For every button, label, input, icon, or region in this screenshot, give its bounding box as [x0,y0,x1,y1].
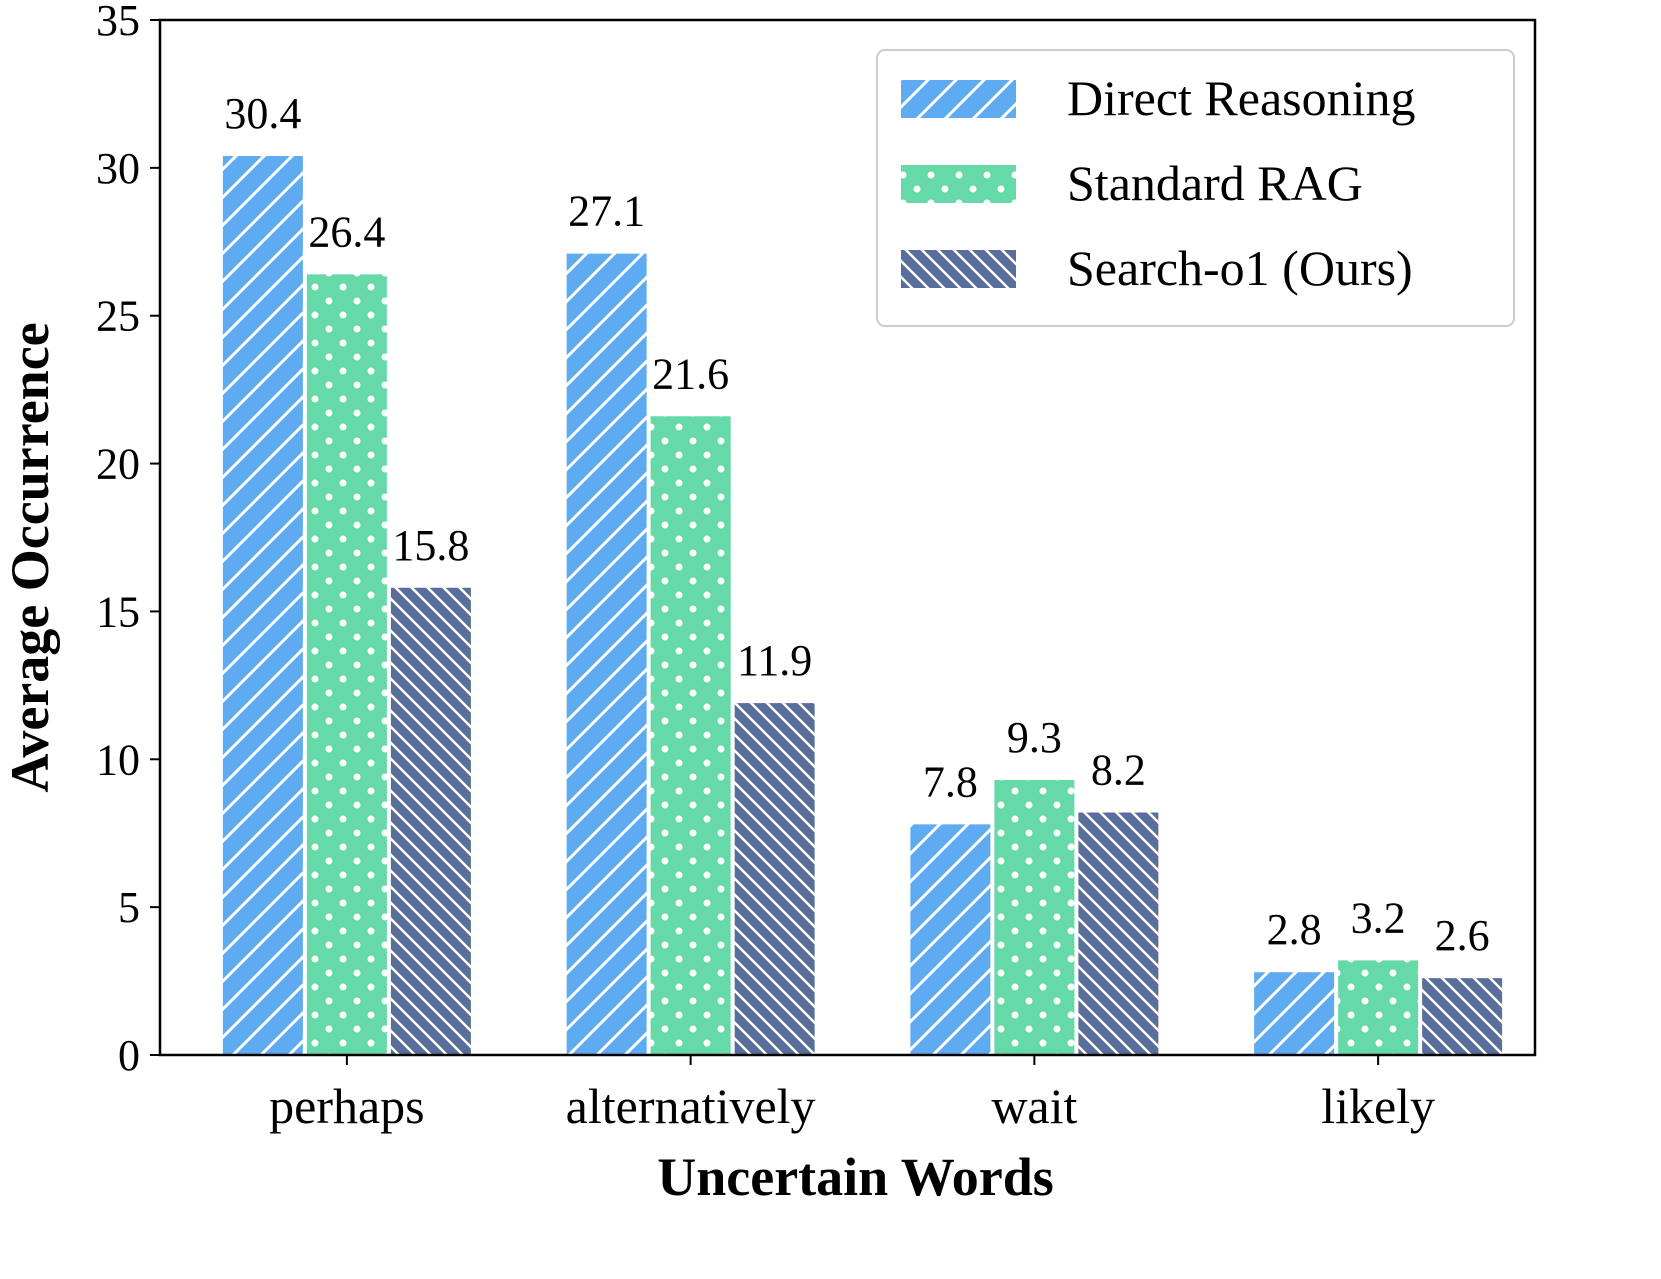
data-label: 7.8 [923,757,978,806]
y-tick-label: 20 [96,440,140,489]
bar-likely-0 [1254,972,1335,1055]
legend-label-0: Direct Reasoning [1067,70,1416,126]
y-tick-label: 25 [96,292,140,341]
legend-label-2: Search-o1 (Ours) [1067,240,1413,296]
bar-wait-1 [994,779,1075,1055]
bar-perhaps-1 [306,274,387,1055]
x-tick-label: alternatively [566,1078,816,1134]
legend-swatch-1 [901,165,1016,203]
bar-wait-0 [910,824,991,1055]
plot-frame [158,18,1537,1057]
y-tick-label: 30 [96,144,140,193]
bar-alternatively-0 [566,253,647,1056]
data-label: 27.1 [568,187,645,236]
y-tick-label: 15 [96,587,140,636]
bar-perhaps-2 [390,587,471,1055]
x-tick-label: wait [991,1078,1077,1134]
data-label: 9.3 [1007,713,1062,762]
bar-likely-1 [1338,960,1419,1055]
legend-box [876,49,1515,327]
x-tick-label: perhaps [269,1078,425,1134]
data-label: 3.2 [1351,893,1406,942]
data-label: 2.8 [1267,905,1322,954]
y-axis-title: Average Occurrence [0,322,60,792]
legend: Direct Reasoning Standard RAG Search-o1 (O… [876,49,1515,327]
bar-likely-2 [1422,978,1503,1055]
x-tick-label: likely [1321,1078,1435,1134]
y-tick-label: 10 [96,735,140,784]
data-label: 8.2 [1091,746,1146,795]
y-tick-label: 5 [118,883,140,932]
y-tick-label: 0 [118,1031,140,1080]
data-label: 2.6 [1435,911,1490,960]
x-axis-title: Uncertain Words [657,1147,1054,1207]
data-label: 30.4 [224,89,301,138]
plot-area: 30.4 26.4 15.8 perhaps 27.1 21.6 11.9 alternati… [96,0,1537,1134]
legend-label-1: Standard RAG [1067,155,1363,211]
legend-swatch-2 [901,250,1016,288]
data-label: 11.9 [737,636,812,685]
data-label: 21.6 [652,349,729,398]
bar-wait-2 [1078,812,1159,1055]
bar-perhaps-0 [222,156,303,1055]
data-label: 26.4 [308,207,385,256]
bar-alternatively-1 [650,416,731,1055]
data-label: 15.8 [392,521,469,570]
legend-swatch-0 [901,80,1016,118]
bar-alternatively-2 [734,703,815,1055]
y-tick-label: 35 [96,0,140,45]
